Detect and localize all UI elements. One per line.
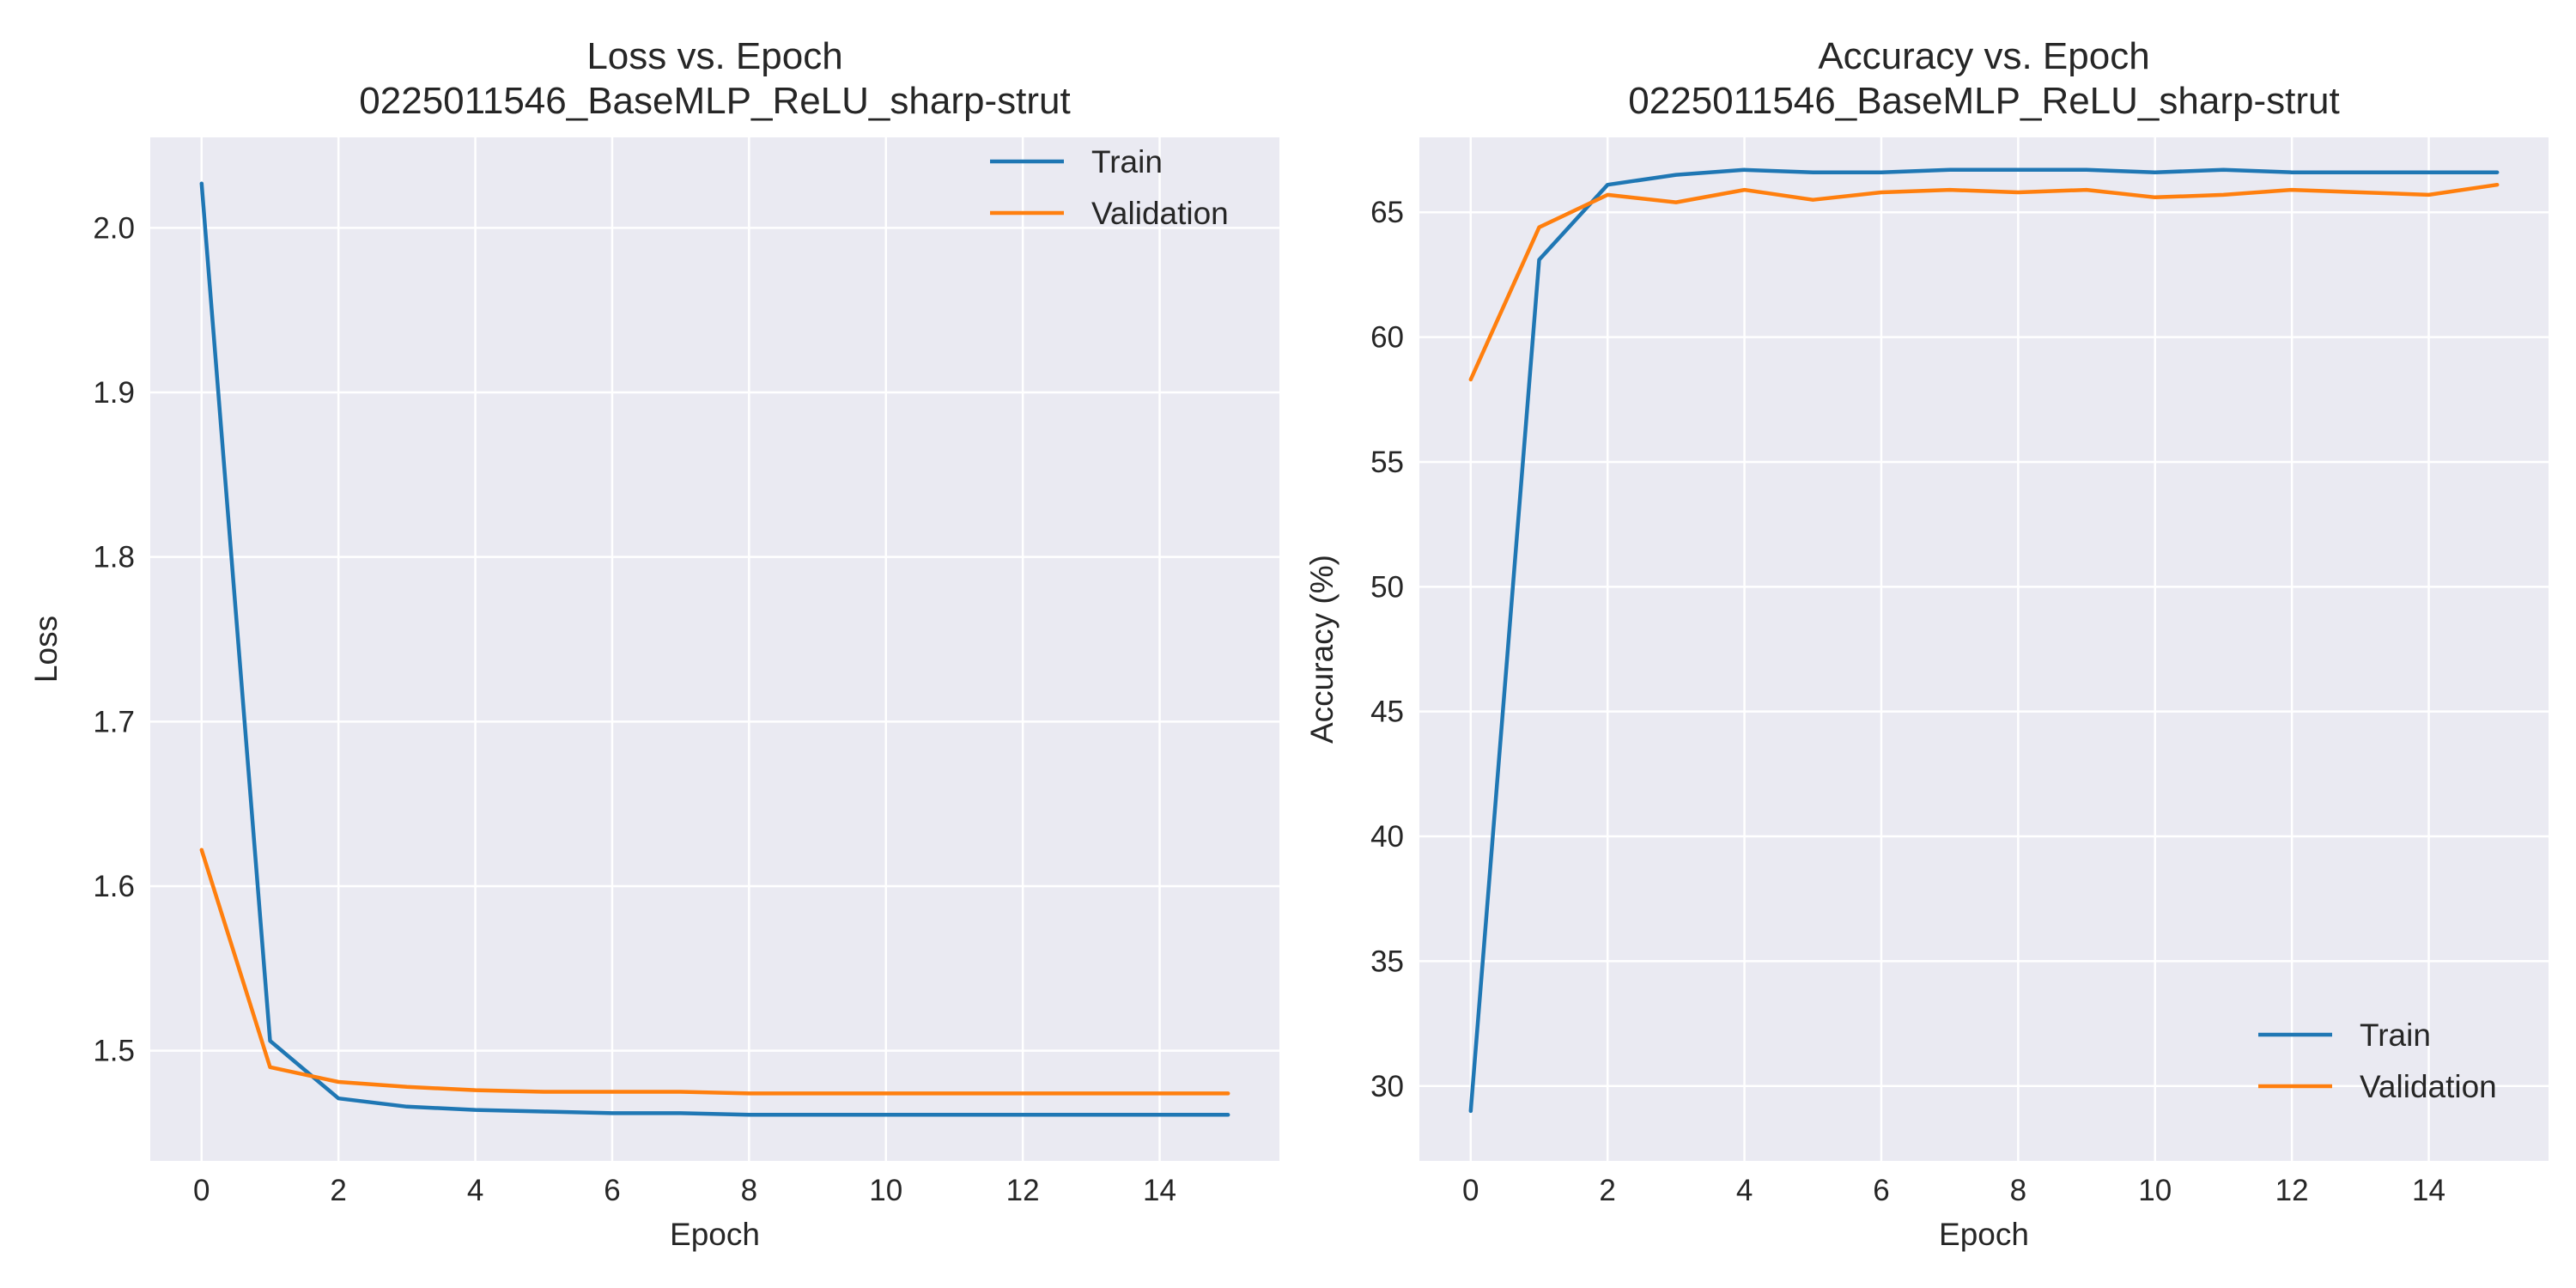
y-tick-label: 65: [1370, 196, 1404, 229]
y-tick-label: 1.9: [93, 376, 135, 410]
chart-subtitle: 0225011546_BaseMLP_ReLU_sharp-strut: [1628, 80, 2339, 122]
x-axis-label: Epoch: [670, 1217, 760, 1252]
chart-title: Loss vs. Epoch: [586, 35, 842, 77]
legend-label-train: Train: [2360, 1018, 2431, 1053]
x-tick-label: 14: [1143, 1174, 1176, 1207]
legend: Train Validation: [2258, 1018, 2497, 1104]
y-axis-label: Accuracy (%): [1304, 555, 1340, 744]
chart-subtitle: 0225011546_BaseMLP_ReLU_sharp-strut: [359, 80, 1070, 122]
y-tick-label: 2.0: [93, 211, 135, 245]
x-tick-label: 10: [2138, 1174, 2172, 1207]
y-tick-label: 40: [1370, 820, 1404, 854]
y-tick-label: 60: [1370, 321, 1404, 355]
x-tick-label: 8: [741, 1174, 757, 1207]
x-tick-label: 6: [1873, 1174, 1889, 1207]
x-tick-label: 0: [1462, 1174, 1479, 1207]
y-tick-label: 55: [1370, 446, 1404, 479]
plot-area: [1419, 137, 2549, 1161]
y-tick-label: 45: [1370, 696, 1404, 729]
y-tick-label: 1.6: [93, 870, 135, 903]
legend-label-train: Train: [1091, 144, 1163, 179]
accuracy-chart: 0 2 4 6 8 10 12 14 30 35 40 45 50 55 60 65 Accuracy vs. …: [1304, 35, 2549, 1252]
y-tick-label: 35: [1370, 945, 1404, 978]
y-tick-label: 1.7: [93, 705, 135, 738]
series-line-validation: [199, 848, 1230, 1096]
x-tick-label: 10: [869, 1174, 902, 1207]
x-tick-label: 0: [193, 1174, 210, 1207]
y-tick-label: 1.8: [93, 541, 135, 574]
loss-chart: 0 2 4 6 8 10 12 14 1.5 1.6 1.7 1.8 1.9 2.0 Loss vs. Ep…: [28, 35, 1279, 1252]
x-tick-label: 4: [1736, 1174, 1753, 1207]
y-tick-label: 50: [1370, 570, 1404, 604]
series-line-train: [199, 181, 1230, 1117]
x-tick-label: 2: [330, 1174, 346, 1207]
x-tick-label: 6: [604, 1174, 620, 1207]
y-axis-label: Loss: [28, 616, 64, 683]
x-tick-label: 8: [2010, 1174, 2026, 1207]
y-tick-label: 30: [1370, 1070, 1404, 1103]
plot-area: [150, 137, 1279, 1161]
chart-title: Accuracy vs. Epoch: [1818, 35, 2149, 77]
x-tick-label: 4: [467, 1174, 483, 1207]
legend: Train Validation: [990, 144, 1229, 231]
x-tick-label: 2: [1599, 1174, 1615, 1207]
x-axis-label: Epoch: [1939, 1217, 2029, 1252]
x-tick-label: 12: [1006, 1174, 1040, 1207]
y-tick-label: 1.5: [93, 1035, 135, 1068]
legend-label-validation: Validation: [1091, 196, 1229, 231]
legend-label-validation: Validation: [2360, 1069, 2497, 1104]
x-tick-label: 12: [2275, 1174, 2309, 1207]
series-line-train: [1468, 167, 2500, 1114]
x-tick-label: 14: [2412, 1174, 2445, 1207]
series-line-validation: [1468, 182, 2500, 382]
